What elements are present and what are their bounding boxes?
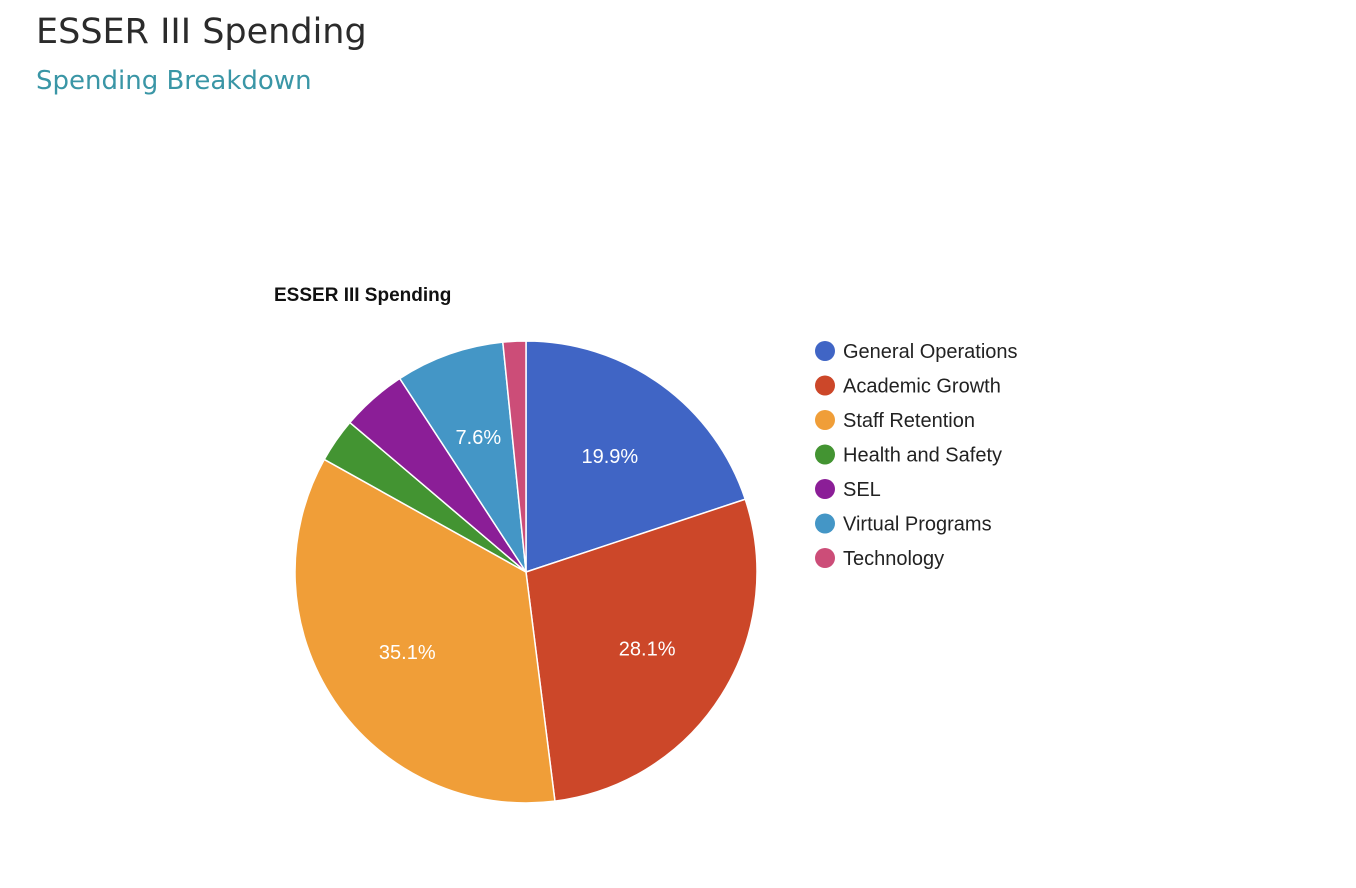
legend-marker-virtual-programs [815, 513, 835, 534]
pie-slice-labels: 19.9% 28.1% 35.1% 7.6% [379, 427, 676, 664]
pie-slice-academic-growth[interactable] [525, 498, 758, 803]
slice-label-general-operations: 19.9% [581, 446, 638, 468]
legend-label-academic-growth: Academic Growth [843, 376, 1001, 398]
pie-slices [294, 340, 758, 804]
legend-marker-staff-retention [815, 410, 835, 430]
page-title: ESSER III Spending [36, 12, 367, 52]
legend-item-health-and-safety[interactable]: Health and Safety [815, 444, 1002, 467]
slice-label-staff-retention: 35.1% [379, 642, 436, 664]
legend-marker-sel [815, 479, 835, 499]
legend-marker-health-and-safety [815, 444, 835, 465]
page-subtitle: Spending Breakdown [36, 66, 312, 96]
legend-item-general-operations[interactable]: General Operations [815, 341, 1018, 363]
legend-label-virtual-programs: Virtual Programs [843, 514, 992, 536]
legend-item-staff-retention[interactable]: Staff Retention [815, 410, 975, 432]
legend-label-technology: Technology [843, 548, 944, 570]
legend-marker-general-operations [815, 341, 835, 361]
legend-label-staff-retention: Staff Retention [843, 410, 975, 432]
legend-label-health-and-safety: Health and Safety [843, 445, 1002, 467]
chart-legend: General Operations Academic Growth Staff R… [815, 341, 1018, 570]
pie-slice-general-operations[interactable] [525, 340, 747, 574]
legend-item-virtual-programs[interactable]: Virtual Programs [815, 513, 992, 536]
pie-slice-staff-retention[interactable] [294, 458, 556, 804]
legend-item-technology[interactable]: Technology [815, 548, 944, 570]
slice-label-academic-growth: 28.1% [619, 638, 676, 660]
legend-item-sel[interactable]: SEL [815, 479, 881, 501]
legend-marker-academic-growth [815, 375, 835, 396]
legend-marker-technology [815, 548, 835, 568]
legend-label-general-operations: General Operations [843, 341, 1018, 363]
chart-title: ESSER III Spending [274, 285, 451, 306]
legend-label-sel: SEL [843, 479, 881, 501]
slice-label-virtual-programs: 7.6% [456, 427, 502, 449]
legend-item-academic-growth[interactable]: Academic Growth [815, 375, 1001, 398]
pie-slice-technology[interactable] [501, 340, 527, 573]
pie-slice-virtual-programs[interactable] [398, 341, 527, 573]
